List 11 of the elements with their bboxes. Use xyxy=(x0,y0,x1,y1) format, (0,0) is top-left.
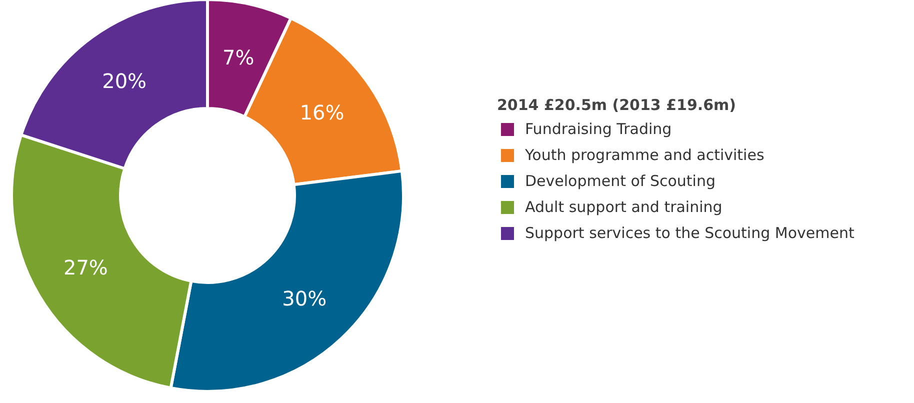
legend-label: Youth programme and activities xyxy=(525,146,764,164)
data-label: 30% xyxy=(282,286,327,311)
legend-label: Development of Scouting xyxy=(525,172,716,190)
legend-label: Adult support and training xyxy=(525,198,722,216)
legend-title: 2014 £20.5m (2013 £19.6m) xyxy=(497,96,738,114)
data-label: 27% xyxy=(63,256,108,280)
legend-label: Support services to the Scouting Movement xyxy=(525,224,854,242)
data-label: 20% xyxy=(102,69,147,94)
data-label: 7% xyxy=(222,45,254,70)
data-label: 16% xyxy=(300,100,344,124)
legend-label: Fundraising Trading xyxy=(525,120,672,138)
